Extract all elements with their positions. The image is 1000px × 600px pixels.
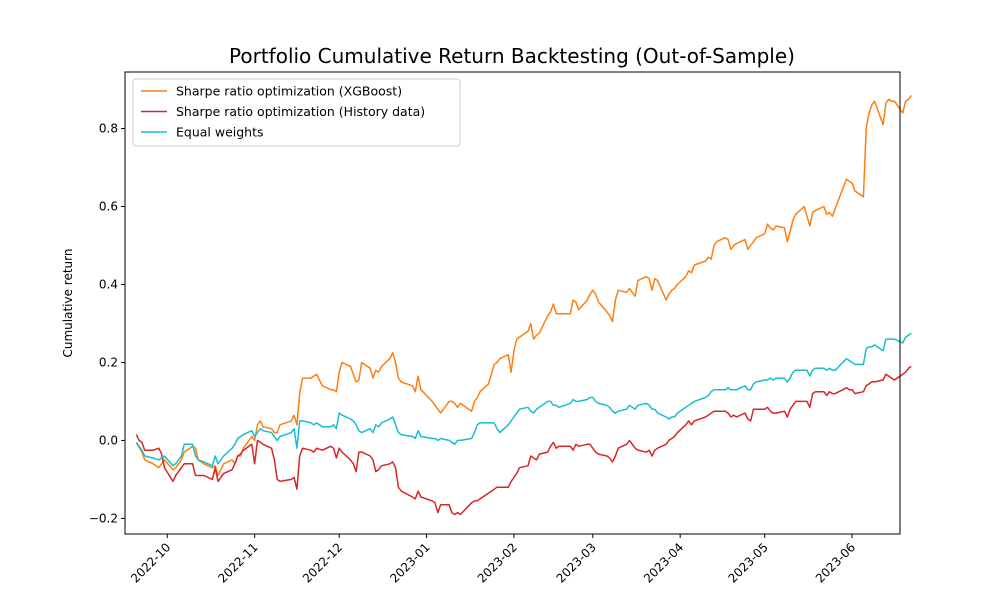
series-line-2 bbox=[135, 332, 912, 467]
y-axis-label: Cumulative return bbox=[61, 249, 75, 358]
y-tick-label: 0.8 bbox=[99, 122, 118, 136]
legend: Sharpe ratio optimization (XGBoost) Sharp… bbox=[132, 78, 461, 147]
y-tick-label: 0.2 bbox=[99, 355, 118, 369]
y-tick-label: 0.6 bbox=[99, 200, 118, 214]
y-tick-label: 0.4 bbox=[99, 277, 118, 291]
legend-label-1: Sharpe ratio optimization (History data) bbox=[176, 104, 425, 119]
legend-label-2: Equal weights bbox=[176, 125, 264, 140]
y-tick-label: 0.0 bbox=[99, 433, 118, 447]
legend-label-0: Sharpe ratio optimization (XGBoost) bbox=[176, 84, 402, 99]
series-line-0 bbox=[135, 94, 912, 477]
y-axis-ticks: −0.2 0.0 0.2 0.4 0.6 0.8 bbox=[89, 122, 125, 525]
legend-box bbox=[132, 78, 461, 147]
series-line-1 bbox=[135, 365, 912, 516]
y-tick-label: −0.2 bbox=[89, 511, 118, 525]
plot-frame bbox=[124, 71, 901, 535]
chart-title: Portfolio Cumulative Return Backtesting … bbox=[229, 44, 795, 68]
series-layer bbox=[135, 94, 912, 516]
